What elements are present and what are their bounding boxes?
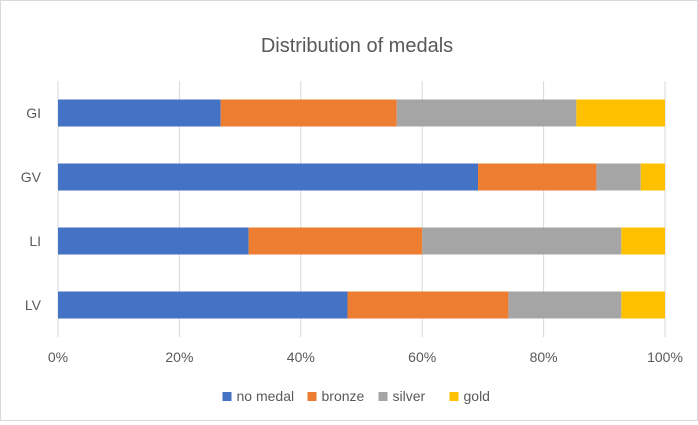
x-tick-label-0: 0% xyxy=(48,349,68,365)
x-tick-label-1: 20% xyxy=(165,349,193,365)
category-label-GI: GI xyxy=(26,105,41,121)
legend: no medal bronze silver gold xyxy=(222,388,490,404)
bar-group xyxy=(58,99,665,319)
bar-LI-gold xyxy=(621,227,665,255)
legend-swatch xyxy=(222,392,232,401)
category-label-LV: LV xyxy=(25,297,42,313)
bar-LI-bronze xyxy=(248,227,423,255)
legend-item-no-medal: no medal xyxy=(222,388,295,404)
legend-swatch xyxy=(307,392,317,401)
legend-item-bronze: bronze xyxy=(307,388,365,404)
x-tick-label-5: 100% xyxy=(647,349,683,365)
x-tick-label-4: 80% xyxy=(530,349,558,365)
x-tick-label-2: 40% xyxy=(287,349,315,365)
legend-item-silver: silver xyxy=(378,388,426,404)
chart-title: Distribution of medals xyxy=(261,35,453,57)
bar-GV-silver xyxy=(596,163,641,191)
legend-swatch xyxy=(378,392,388,401)
bar-GV-no-medal xyxy=(58,163,479,191)
bar-GI-gold xyxy=(576,99,665,127)
bar-LI-silver xyxy=(422,227,622,255)
category-label-LI: LI xyxy=(29,233,41,249)
bar-LV-gold xyxy=(621,291,665,319)
bar-GI-no-medal xyxy=(58,99,221,127)
legend-label: silver xyxy=(393,388,426,404)
legend-swatch xyxy=(449,392,459,401)
bar-GV-bronze xyxy=(478,163,597,191)
category-labels: GI GV LI LV xyxy=(21,105,42,313)
bar-LV-bronze xyxy=(347,291,509,319)
legend-label: bronze xyxy=(322,388,365,404)
bar-GV-gold xyxy=(640,163,665,191)
bar-LI-no-medal xyxy=(58,227,249,255)
bar-GI-bronze xyxy=(220,99,397,127)
bar-GI-silver xyxy=(396,99,577,127)
x-axis-tick-labels: 0% 20% 40% 60% 80% 100% xyxy=(48,349,683,365)
bar-LV-no-medal xyxy=(58,291,348,319)
category-label-GV: GV xyxy=(21,169,42,185)
legend-label: gold xyxy=(464,388,490,404)
legend-item-gold: gold xyxy=(449,388,490,404)
x-tick-label-3: 60% xyxy=(408,349,436,365)
bar-LV-silver xyxy=(508,291,622,319)
legend-label: no medal xyxy=(237,388,295,404)
